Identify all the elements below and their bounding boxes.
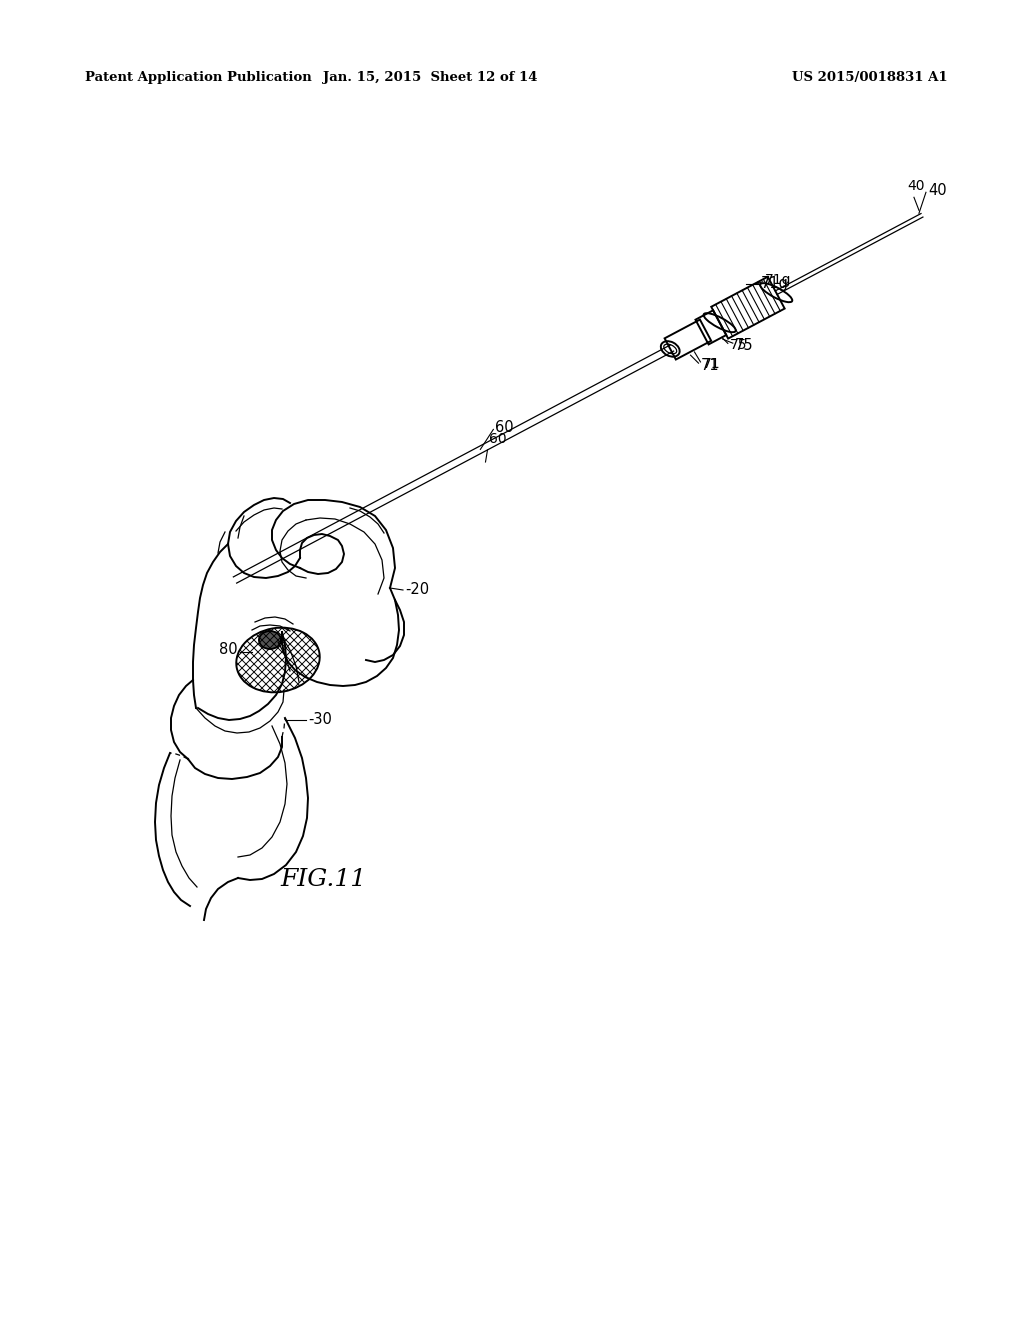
Text: 40: 40: [928, 182, 946, 198]
Text: 71g: 71g: [765, 273, 792, 286]
Text: 80: 80: [219, 643, 238, 657]
Text: -20: -20: [406, 582, 429, 598]
Text: FIG.11: FIG.11: [280, 869, 367, 891]
Text: Patent Application Publication: Patent Application Publication: [85, 71, 311, 84]
Text: -30: -30: [308, 713, 332, 727]
Text: 75: 75: [730, 338, 748, 352]
Text: Jan. 15, 2015  Sheet 12 of 14: Jan. 15, 2015 Sheet 12 of 14: [323, 71, 538, 84]
Text: 60: 60: [496, 420, 514, 434]
Text: 71: 71: [702, 356, 720, 371]
Text: 40: 40: [907, 180, 925, 193]
Text: 71: 71: [700, 358, 719, 372]
Text: 71g: 71g: [761, 276, 788, 290]
Text: US 2015/0018831 A1: US 2015/0018831 A1: [793, 71, 948, 84]
Text: 75: 75: [735, 338, 754, 352]
Ellipse shape: [259, 631, 281, 649]
Text: 60: 60: [488, 432, 506, 446]
